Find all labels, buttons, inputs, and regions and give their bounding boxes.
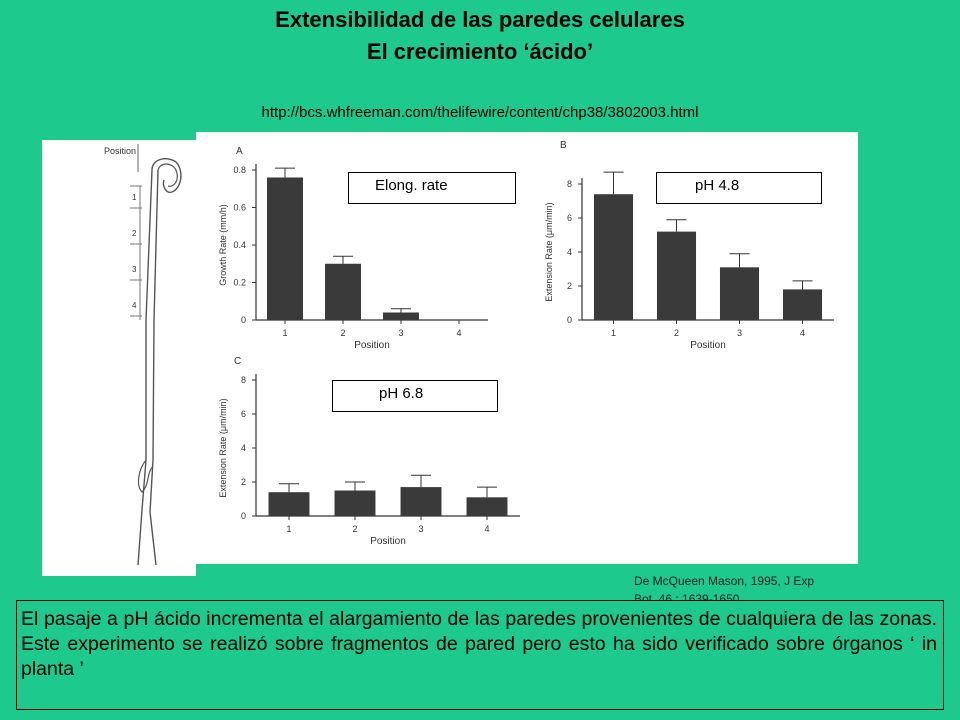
- panel-c-bar-1: [268, 492, 310, 516]
- panel-c-ylabel: Extension Rate (μm/min): [218, 398, 228, 497]
- panel-c-bar-3: [400, 487, 442, 516]
- panel-c-ytick-label: 6: [241, 409, 246, 419]
- page-subtitle: El crecimiento ‘ácido’: [366, 39, 594, 64]
- panel-b-xtick-label: 1: [611, 328, 616, 338]
- panel-a-bar-3: [383, 312, 419, 320]
- panel-a-xlabel: Position: [354, 340, 390, 351]
- panel-a-xtick-label: 4: [456, 328, 461, 338]
- sketch-heading: Position: [104, 146, 136, 156]
- panel-b-ytick-label: 8: [567, 179, 572, 189]
- panel-c-xtick-label: 4: [484, 524, 489, 534]
- panel-c-ytick-label: 8: [241, 375, 246, 385]
- panel-a-bar-1: [267, 177, 303, 320]
- panel-a-ytick-label: 0.6: [233, 203, 246, 213]
- panel-a-bar-2: [325, 263, 361, 320]
- citation-line-1: De McQueen Mason, 1995, J Exp: [634, 574, 815, 588]
- panel-a-xtick-label: 1: [282, 328, 287, 338]
- sketch-marker-2: 2: [132, 229, 137, 238]
- panel-a-ytick-label: 0.2: [233, 278, 246, 288]
- hypocotyl-sketch: Position 1 2 3 4: [42, 140, 196, 576]
- panel-b-xlabel: Position: [690, 340, 726, 351]
- panel-c-ytick-label: 2: [241, 477, 246, 487]
- panel-b-bar-1: [593, 194, 634, 320]
- caption-box: El pasaje a pH ácido incrementa el alarg…: [16, 600, 944, 710]
- panel-b-ytick-label: 0: [567, 315, 572, 325]
- panel-c-xlabel: Position: [370, 536, 406, 547]
- panel-b-bar-2: [656, 231, 697, 320]
- tag-elong-rate: Elong. rate: [348, 172, 516, 204]
- panel-a-ytick-label: 0.8: [233, 165, 246, 175]
- panel-b-ylabel: Extension Rate (μm/min): [544, 202, 554, 301]
- panel-c-bar-2: [334, 490, 376, 516]
- panel-c-xtick-label: 2: [352, 524, 357, 534]
- panel-b-xtick-label: 3: [737, 328, 742, 338]
- panel-c-xtick-label: 1: [286, 524, 291, 534]
- panel-b-xtick-label: 2: [674, 328, 679, 338]
- panel-a-ytick-label: 0.4: [233, 240, 246, 250]
- panel-b-ytick-label: 2: [567, 281, 572, 291]
- panel-a-letter: A: [236, 146, 243, 157]
- panel-b-letter: B: [560, 140, 567, 151]
- panel-a-xtick-label: 3: [398, 328, 403, 338]
- panel-c-bar-4: [466, 497, 508, 516]
- tag-ph-6-8: pH 6.8: [332, 380, 498, 412]
- sketch-marker-4: 4: [132, 301, 137, 310]
- figure-panel: A 0 0.2 0.4 0.6 0.8 Growth Rate (mm/h) 1 2 3 4 Posi…: [196, 132, 858, 564]
- panel-b-ytick-label: 4: [567, 247, 572, 257]
- panel-c-xtick-label: 3: [418, 524, 423, 534]
- hypocotyl-drawing: Position 1 2 3 4: [104, 144, 182, 566]
- tag-ph-4-8: pH 4.8: [656, 172, 822, 204]
- sketch-marker-1: 1: [132, 193, 137, 202]
- bar-charts: A 0 0.2 0.4 0.6 0.8 Growth Rate (mm/h) 1 2 3 4 Posi…: [218, 140, 834, 547]
- panel-b-bar-3: [719, 267, 760, 320]
- panel-c-ytick-label: 4: [241, 443, 246, 453]
- caption-text: El pasaje a pH ácido incrementa el alarg…: [21, 608, 937, 680]
- panel-c-letter: C: [234, 356, 241, 367]
- panel-a-xtick-label: 2: [340, 328, 345, 338]
- sketch-marker-3: 3: [132, 265, 137, 274]
- panel-b-bar-4: [782, 289, 823, 320]
- panel-b-ytick-label: 6: [567, 213, 572, 223]
- page-title: Extensibilidad de las paredes celulares: [275, 7, 685, 32]
- panel-c-ytick-label: 0: [241, 511, 246, 521]
- source-url[interactable]: http://bcs.whfreeman.com/thelifewire/con…: [261, 104, 699, 121]
- panel-b-xtick-label: 4: [800, 328, 805, 338]
- panel-a-ylabel: Growth Rate (mm/h): [218, 204, 228, 286]
- panel-a-ytick-label: 0: [241, 315, 246, 325]
